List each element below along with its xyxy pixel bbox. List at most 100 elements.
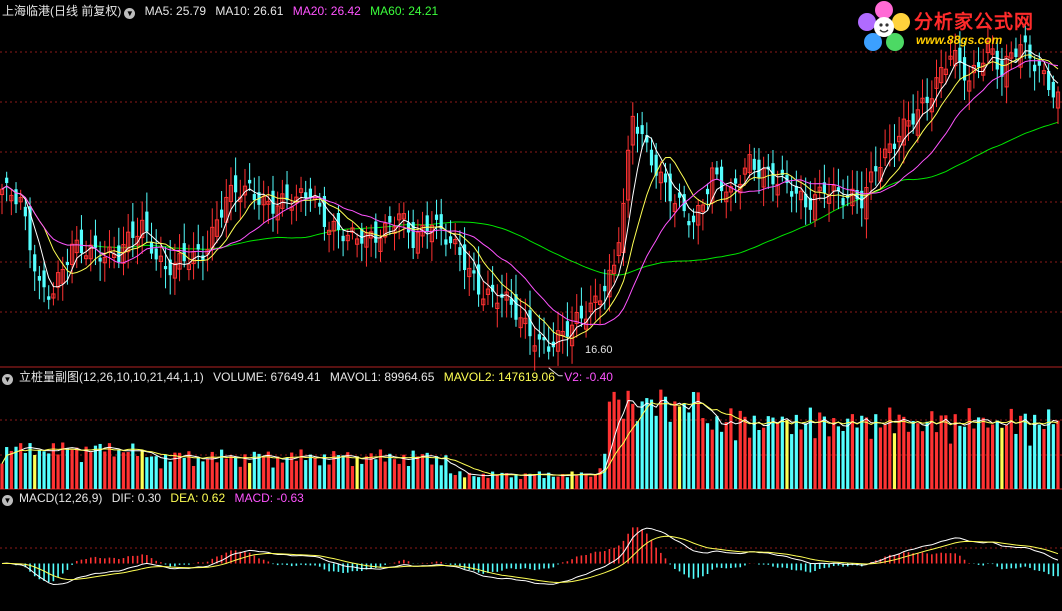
- candle-body-up: [883, 148, 888, 159]
- volume-bar: [9, 450, 13, 489]
- volume-bar: [533, 474, 537, 489]
- volume-bar: [145, 457, 149, 489]
- volume-bar: [883, 424, 887, 489]
- candle-body-up: [355, 238, 360, 245]
- volume-bar: [635, 421, 640, 489]
- volume-bar: [869, 438, 873, 489]
- low-price-label: 16.60: [585, 344, 613, 356]
- candle-body-up: [897, 135, 902, 143]
- volume-bar: [318, 465, 322, 489]
- dropdown-icon[interactable]: ▼: [2, 495, 13, 506]
- candle-body-down: [1000, 60, 1004, 77]
- candle-body-down: [668, 173, 672, 202]
- volume-bar: [23, 452, 27, 489]
- candle-body-down: [182, 243, 186, 262]
- candle-body-down: [1037, 60, 1041, 66]
- candle-body-down: [1014, 48, 1018, 57]
- candle-body-down: [836, 187, 840, 192]
- candle-body-up: [326, 229, 332, 235]
- candle-body-down: [752, 158, 756, 170]
- candle-body-down: [808, 197, 812, 210]
- volume-bar: [187, 451, 191, 489]
- volume-bar: [107, 443, 112, 489]
- candle-body-down: [995, 50, 999, 70]
- mavol1-value: MAVOL1: 89964.65: [329, 370, 435, 384]
- candle-body-down: [201, 255, 205, 261]
- volume-bar: [467, 472, 471, 489]
- volume-bar: [173, 452, 177, 489]
- dea-value: DEA: 0.62: [170, 491, 226, 505]
- volume-bar: [752, 415, 756, 489]
- volume-bar: [916, 423, 920, 489]
- candle-body-down: [154, 248, 158, 260]
- volume-bar: [19, 443, 23, 489]
- volume-bar: [420, 454, 425, 489]
- volume-bar: [392, 459, 397, 489]
- volume-bar: [1028, 445, 1032, 489]
- volume-bar: [864, 417, 869, 489]
- volume-bar: [411, 450, 415, 489]
- volume-bar: [509, 477, 513, 489]
- volume-bar: [126, 452, 130, 489]
- volume-bar: [762, 427, 766, 489]
- volume-bar: [341, 455, 345, 489]
- candle-body-up: [588, 302, 593, 313]
- volume-bar: [0, 463, 4, 489]
- ma60-value: MA60: 24.21: [370, 4, 439, 18]
- candle-body-up: [51, 293, 56, 299]
- volume-bar: [776, 423, 780, 489]
- volume-bar: [276, 456, 280, 489]
- dea-line: [1, 535, 1059, 584]
- volume-bar: [673, 401, 677, 489]
- volume-bar: [719, 431, 724, 489]
- volume-bar: [486, 477, 490, 489]
- volume-bar: [738, 410, 742, 489]
- candle-body-down: [477, 264, 481, 295]
- volume-bar: [252, 451, 256, 489]
- macd-value: MACD: -0.63: [234, 491, 304, 505]
- volume-bar: [705, 423, 710, 489]
- ma20-value: MA20: 26.42: [292, 4, 361, 18]
- volume-bar: [874, 414, 878, 489]
- volume-bar: [374, 459, 378, 489]
- volume-bars: [0, 389, 1060, 489]
- volume-bar: [360, 463, 364, 489]
- volume-bar: [70, 449, 74, 489]
- candle-body-down: [790, 191, 794, 197]
- volume-bar: [42, 451, 46, 489]
- volume-bar: [836, 426, 840, 489]
- dropdown-icon[interactable]: ▼: [2, 374, 13, 385]
- candle-body-down: [514, 294, 518, 320]
- candle-body-down: [1051, 81, 1055, 98]
- volume-bar: [715, 416, 719, 489]
- candle-body-down: [98, 257, 102, 262]
- candle-body-down: [691, 215, 696, 223]
- candle-body-up: [812, 194, 818, 221]
- volume-bar: [556, 476, 560, 489]
- volume-bar: [93, 445, 98, 489]
- volume-bar: [850, 414, 855, 489]
- volume-bar: [135, 455, 140, 489]
- candle-body-down: [565, 321, 569, 337]
- candle-body-down: [168, 259, 172, 276]
- volume-bar: [902, 416, 906, 489]
- candle-body-down: [79, 229, 84, 254]
- dropdown-icon[interactable]: ▼: [124, 8, 136, 19]
- volume-bar: [1047, 409, 1051, 489]
- candle-body-up: [102, 256, 107, 264]
- volume-bar: [191, 465, 196, 489]
- volume-bar: [528, 473, 532, 489]
- volume-panel-header: ▼ 立桩量副图(12,26,10,10,21,44,1,1) VOLUME: 67…: [2, 369, 619, 385]
- ma10-line: [1, 54, 1059, 340]
- candle-body-up: [0, 188, 5, 196]
- candle-body-up: [967, 80, 972, 92]
- candle-body-up: [228, 184, 234, 203]
- volume-bar: [5, 447, 9, 489]
- candle-body-down: [528, 310, 532, 337]
- candle-body-down: [603, 285, 607, 292]
- candle-body-down: [163, 266, 168, 270]
- volume-bar: [677, 406, 682, 489]
- candle-body-down: [117, 245, 121, 263]
- candle-body-up: [420, 224, 425, 237]
